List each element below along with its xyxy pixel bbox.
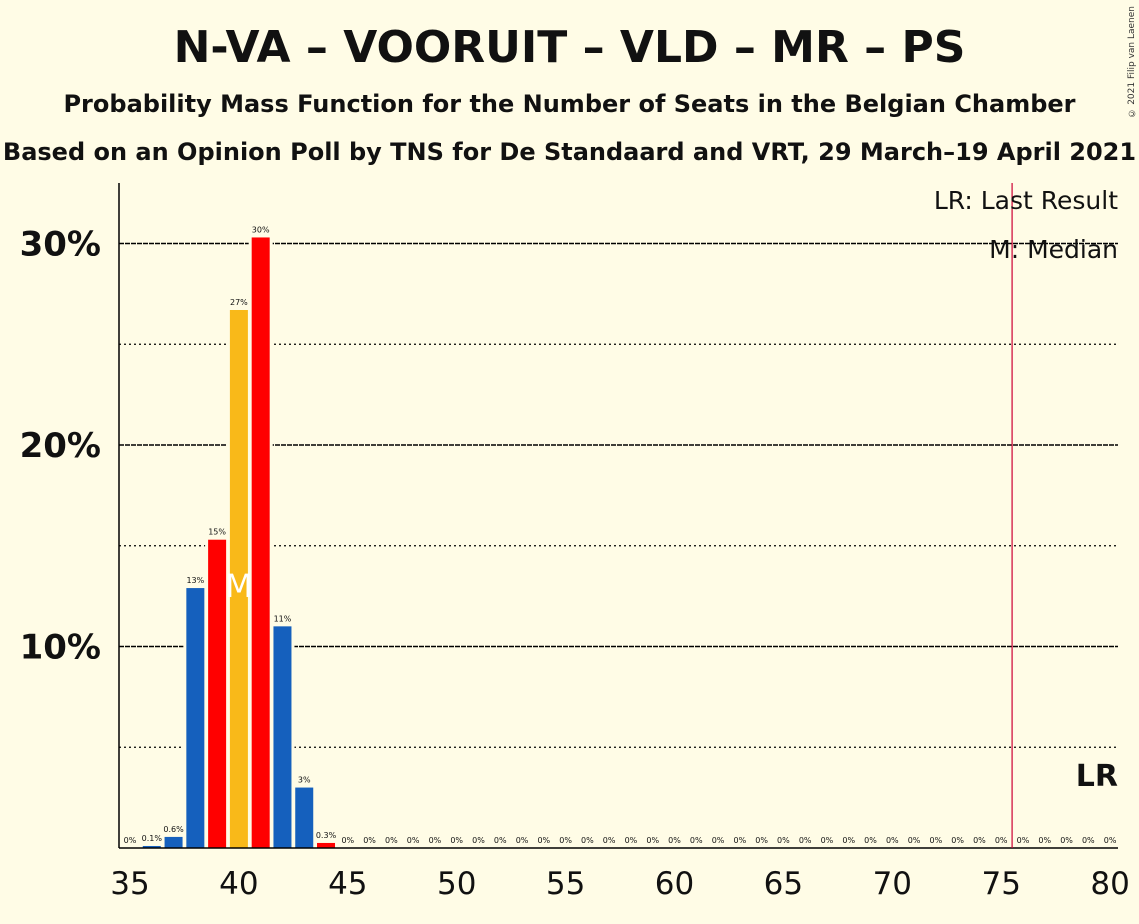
bar-value-label: 0% [625,836,638,845]
bar-seat-39 [208,539,227,848]
bar-value-label: 0% [124,836,137,845]
bar-value-label: 0.6% [163,825,184,834]
bar-seat-43 [295,787,314,848]
x-tick-label: 75 [981,866,1020,902]
bar-seat-41 [251,237,270,848]
x-tick-label: 35 [110,866,149,902]
bar-value-label: 0.1% [142,834,163,843]
bar-seat-37 [164,836,183,848]
bar-value-label: 0% [494,836,507,845]
bar-seat-42 [273,626,292,848]
x-tick-label: 70 [873,866,912,902]
x-tick-label: 40 [219,866,258,902]
bar-value-label: 0% [973,836,986,845]
bar-value-label: 0% [603,836,616,845]
bar-value-label: 30% [252,225,270,234]
bar-value-label: 0% [559,836,572,845]
bar-value-label: 13% [186,576,204,585]
bar-value-label: 0% [842,836,855,845]
median-marker: M [225,567,253,605]
chart-source-line: Based on an Opinion Poll by TNS for De S… [2,138,1137,166]
legend-median: M: Median [989,235,1118,264]
bar-value-label: 0% [712,836,725,845]
chart-subtitle: Probability Mass Function for the Number… [63,90,1076,118]
bar-value-label: 0% [537,836,550,845]
bar-value-label: 0% [930,836,943,845]
x-tick-label: 60 [655,866,694,902]
bar-value-label: 0% [951,836,964,845]
bar-value-label: 0% [1104,836,1117,845]
bar-value-label: 0% [908,836,921,845]
bar-value-label: 0% [429,836,442,845]
bar-value-label: 0% [341,836,354,845]
bar-value-label: 0.3% [316,831,337,840]
x-tick-label: 45 [328,866,367,902]
bar-value-label: 0% [777,836,790,845]
bar-seat-36 [142,845,161,848]
bar-value-label: 0% [1038,836,1051,845]
x-tick-label: 50 [437,866,476,902]
y-tick-label: 10% [20,628,101,668]
x-tick-label: 65 [764,866,803,902]
bar-value-label: 0% [385,836,398,845]
y-tick-label: 20% [20,426,101,466]
bar-value-label: 0% [864,836,877,845]
last-result-marker: LR [1076,759,1118,794]
bar-value-label: 27% [230,298,248,307]
bar-value-label: 0% [472,836,485,845]
bar-value-label: 0% [1060,836,1073,845]
bar-value-label: 0% [646,836,659,845]
bar-value-label: 0% [995,836,1008,845]
bar-value-label: 0% [733,836,746,845]
bar-value-label: 0% [363,836,376,845]
bar-value-label: 0% [581,836,594,845]
bars [139,235,339,848]
x-tick-label: 80 [1090,866,1129,902]
annotations: LR M LR: Last Result M: Median [225,183,1118,848]
chart-title: N-VA – VOORUIT – VLD – MR – PS [173,22,966,73]
bar-value-label: 0% [821,836,834,845]
bar-seat-44 [317,842,336,848]
bar-value-label: 0% [1017,836,1030,845]
bar-value-label: 0% [450,836,463,845]
axes: 10% 20% 30% 35 40 45 50 55 60 65 70 75 80 [20,183,1130,902]
bar-seat-38 [186,588,205,848]
bar-value-label: 0% [1082,836,1095,845]
bar-value-label: 0% [668,836,681,845]
bar-value-label: 0% [886,836,899,845]
x-tick-label: 55 [546,866,585,902]
legend-last-result: LR: Last Result [934,186,1118,215]
bar-seat-40 [229,309,248,848]
y-tick-label: 30% [20,225,101,265]
bar-value-label: 3% [298,776,311,785]
bar-value-label: 11% [274,614,292,623]
bar-value-label: 0% [799,836,812,845]
bar-value-label: 0% [690,836,703,845]
bar-value-label: 0% [755,836,768,845]
bar-value-label: 15% [208,528,226,537]
bar-value-label: 0% [407,836,420,845]
bar-labels: 0% 0.1%0.6% 13% 15% 27% 30% 11% 3% 0.3% 0% 0% 0% 0% 0… [124,225,1117,845]
bar-value-label: 0% [516,836,529,845]
